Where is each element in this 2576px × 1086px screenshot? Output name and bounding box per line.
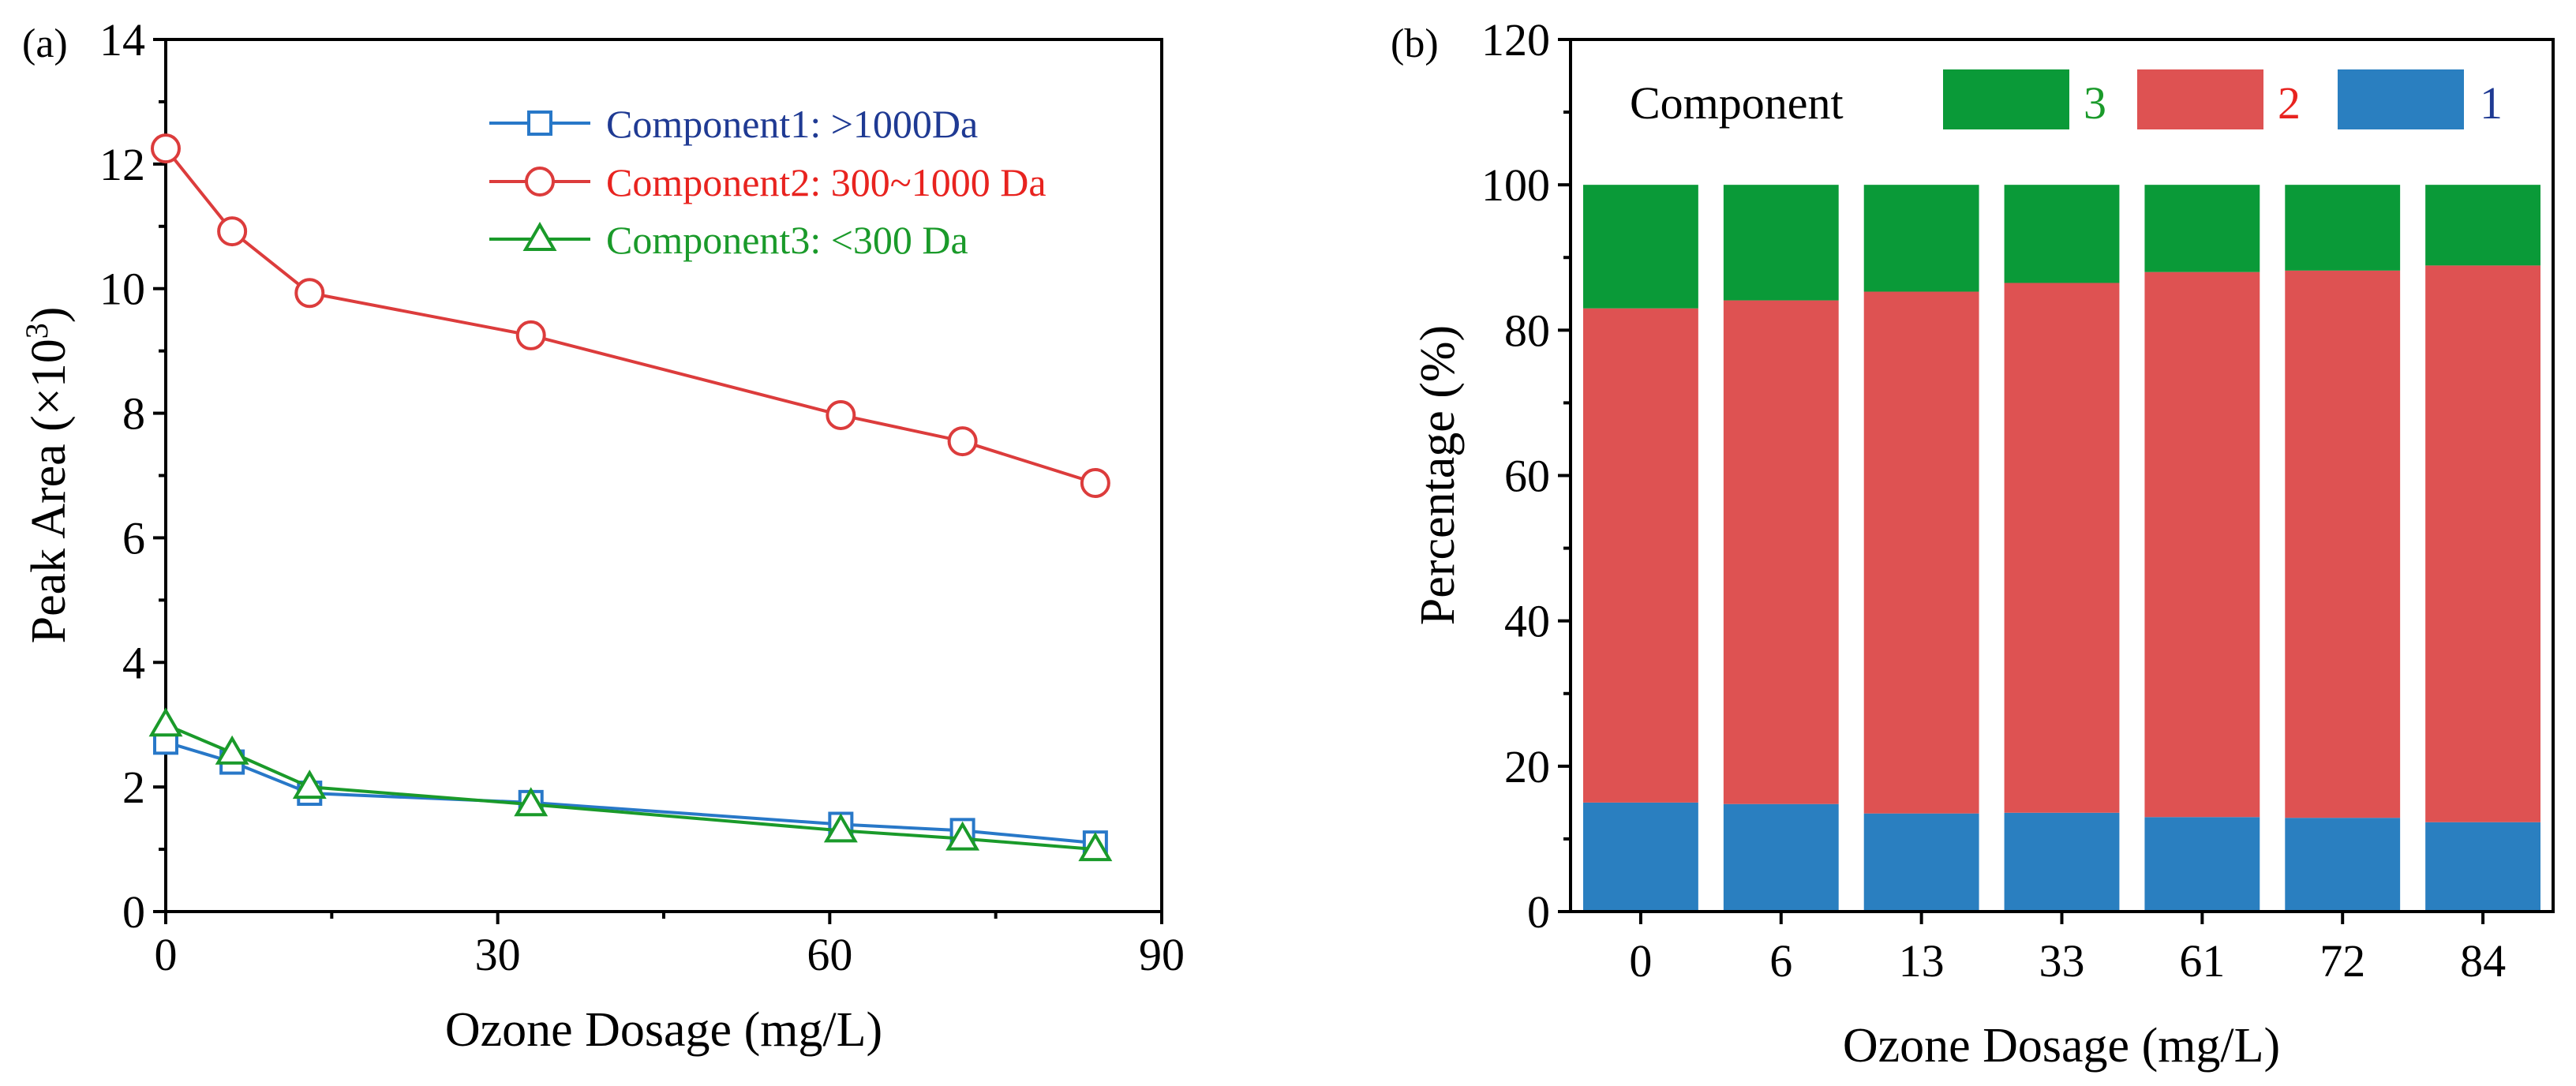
legend-text-component3: Component3: <300 Da <box>606 218 968 262</box>
panel-a-x-axis-label: Ozone Dosage (mg/L) <box>445 1003 882 1057</box>
bar-6-component-3 <box>1723 185 1839 301</box>
bar-84-component-1 <box>2425 822 2540 912</box>
bar-72-component-1 <box>2285 818 2401 912</box>
data-point-component3 <box>945 821 980 851</box>
x-tick-label: 0 <box>155 929 178 980</box>
bar-33-component-1 <box>2004 812 2120 912</box>
bar-61-component-1 <box>2144 817 2260 912</box>
legend-text-component1: Component1: >1000Da <box>606 102 978 146</box>
series-component2 <box>151 133 1110 498</box>
x-tick-label: 72 <box>2320 935 2365 987</box>
x-tick-label: 0 <box>1629 935 1652 987</box>
panel-b-x-ticks: 0 6 13 33 61 72 84 <box>1629 912 2506 987</box>
panel-b-y-axis-label: Percentage (%) <box>1411 325 1465 625</box>
bar-61-component-3 <box>2144 185 2260 272</box>
y-tick-label: 8 <box>122 388 145 440</box>
bar-13-component-3 <box>1863 185 1979 292</box>
y-tick-label: 0 <box>122 886 145 938</box>
legend-swatch-3 <box>1943 69 2069 129</box>
bar-0-component-1 <box>1583 802 1698 912</box>
y-tick-label: 14 <box>99 14 145 66</box>
panel-a-y-axis-label: Peak Area (×103) <box>19 307 77 644</box>
data-point-component2 <box>294 278 325 309</box>
bar-84-component-3 <box>2425 185 2540 266</box>
y-tick-label: 4 <box>122 637 145 688</box>
legend-title: Component <box>1630 77 1844 129</box>
bar-0-component-2 <box>1583 308 1698 803</box>
y-tick-label: 6 <box>122 512 145 564</box>
panel-b-y-ticks: 0 20 40 60 80 100 120 <box>1481 14 1571 938</box>
bar-0-component-3 <box>1583 185 1698 309</box>
bar-6-component-2 <box>1723 300 1839 804</box>
data-point-component3 <box>1078 832 1113 862</box>
bar-13-component-2 <box>1863 291 1979 814</box>
bar-61-component-2 <box>2144 272 2260 818</box>
legend-label-1: 1 <box>2480 77 2503 129</box>
y-tick-label: 60 <box>1504 451 1550 502</box>
panel-a-series <box>148 133 1113 862</box>
y-tick-label: 12 <box>99 139 145 190</box>
y-tick-label: 40 <box>1504 596 1550 647</box>
bar-13-component-1 <box>1863 813 1979 912</box>
panel-a-label: (a) <box>22 21 68 66</box>
legend-label-3: 3 <box>2084 77 2106 129</box>
x-tick-label: 60 <box>807 929 852 980</box>
panel-a-y-ticks: 0 2 4 6 8 10 12 14 <box>99 14 166 938</box>
panel-a-x-ticks: 0 30 60 90 <box>155 912 1185 980</box>
bar-33-component-3 <box>2004 185 2120 283</box>
x-tick-label: 61 <box>2179 935 2225 987</box>
data-point-component3 <box>148 707 183 737</box>
y-tick-label: 10 <box>99 264 145 315</box>
x-tick-label: 33 <box>2039 935 2085 987</box>
panel-b-bars <box>1583 185 2540 912</box>
y-tick-label: 80 <box>1504 305 1550 356</box>
legend-swatch-1 <box>2338 69 2464 129</box>
bar-33-component-2 <box>2004 283 2120 813</box>
panel-b-legend: Component 3 2 1 <box>1630 69 2503 129</box>
data-point-component2 <box>151 133 181 164</box>
data-point-component3 <box>514 787 549 817</box>
panel-a: (a) 0 2 4 6 8 10 12 14 0 30 60 90 Component1: >100… <box>19 14 1185 1057</box>
y-tick-label: 100 <box>1481 159 1550 211</box>
legend-item-component1: Component1: >1000Da <box>489 102 978 146</box>
y-tick-label: 20 <box>1504 741 1550 792</box>
legend-item-component3: Component3: <300 Da <box>489 218 968 262</box>
data-point-component2 <box>217 216 248 247</box>
legend-label-2: 2 <box>2278 77 2301 129</box>
x-tick-label: 13 <box>1899 935 1945 987</box>
panel-a-legend: Component1: >1000Da Component2: 300~1000… <box>489 102 1046 262</box>
bar-6-component-1 <box>1723 803 1839 912</box>
data-point-component2 <box>1080 467 1110 498</box>
data-point-component3 <box>823 813 858 843</box>
bar-72-component-3 <box>2285 185 2401 271</box>
panel-b-label: (b) <box>1391 21 1439 66</box>
legend-marker-square <box>527 110 552 136</box>
data-point-component2 <box>515 320 546 350</box>
legend-swatch-2 <box>2137 69 2263 129</box>
legend-marker-triangle <box>522 222 557 251</box>
y-tick-label: 0 <box>1527 886 1550 938</box>
data-point-component3 <box>215 735 249 765</box>
x-tick-label: 6 <box>1769 935 1792 987</box>
x-tick-label: 90 <box>1139 929 1185 980</box>
panel-b-x-axis-label: Ozone Dosage (mg/L) <box>1843 1019 2280 1073</box>
legend-text-component2: Component2: 300~1000 Da <box>606 160 1046 204</box>
bar-72-component-2 <box>2285 270 2401 818</box>
legend-marker-circle <box>525 167 555 197</box>
y-tick-label: 2 <box>122 762 145 813</box>
data-point-component3 <box>292 770 327 800</box>
x-tick-label: 84 <box>2460 935 2506 987</box>
data-point-component2 <box>947 426 978 457</box>
y-tick-label: 120 <box>1481 14 1550 66</box>
legend-item-component2: Component2: 300~1000 Da <box>489 160 1046 204</box>
series-component3 <box>148 707 1113 862</box>
x-tick-label: 30 <box>475 929 521 980</box>
bar-84-component-2 <box>2425 265 2540 822</box>
data-point-component2 <box>826 399 856 430</box>
